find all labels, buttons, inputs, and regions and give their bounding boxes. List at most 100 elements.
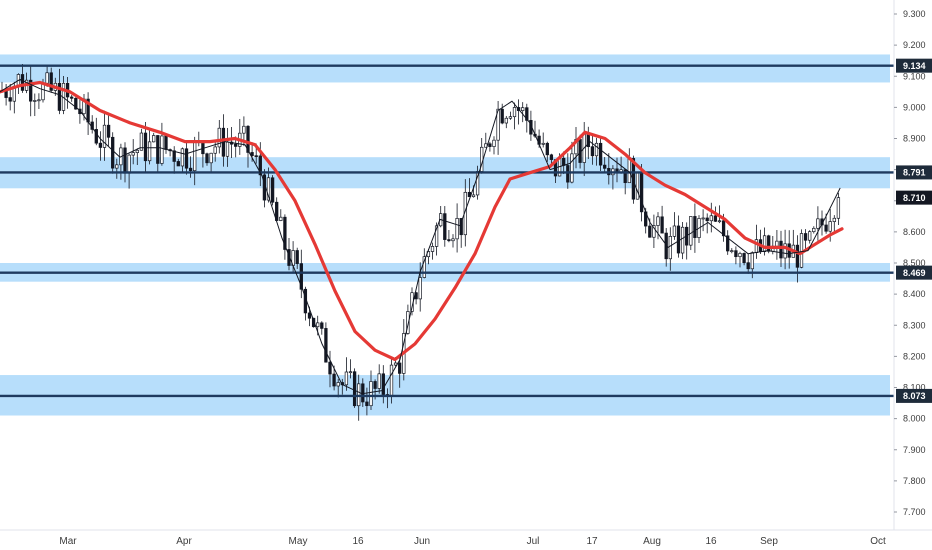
candle: [176, 158, 180, 167]
candle-body: [328, 361, 332, 375]
candle-body: [307, 312, 312, 319]
candle: [369, 370, 373, 410]
candle-body: [188, 167, 193, 172]
candle-body: [459, 218, 463, 236]
candle: [131, 139, 135, 165]
y-tick-label: 9.000: [903, 102, 926, 112]
candle: [332, 365, 336, 391]
candle-body: [750, 252, 754, 270]
zone-0: [0, 54, 890, 83]
candle-body: [29, 79, 33, 102]
candle: [767, 234, 771, 254]
candle-body: [311, 317, 316, 328]
candle: [430, 242, 435, 260]
candle-body: [676, 225, 681, 254]
candle: [160, 122, 164, 166]
candle: [352, 368, 357, 408]
candle: [570, 141, 574, 184]
candle-body: [37, 99, 41, 102]
x-tick-label: Aug: [643, 536, 661, 547]
candle: [656, 212, 660, 240]
candle-body: [471, 194, 476, 198]
candle-body: [352, 371, 357, 407]
candle: [94, 117, 98, 146]
candle-body: [139, 132, 144, 151]
candle-body: [123, 147, 127, 174]
candle: [328, 350, 332, 388]
candle-body: [488, 143, 492, 147]
candle-body: [131, 152, 135, 156]
candle-body: [680, 226, 685, 254]
candle: [49, 67, 53, 93]
candle-body: [193, 141, 197, 172]
candle-body: [279, 216, 283, 221]
candle-body: [836, 197, 841, 219]
candle-body: [779, 240, 783, 259]
price-tags: 9.134 8.791 8.469 8.073 8.710: [896, 58, 932, 403]
time-axis[interactable]: Mar Apr May 16 Jun Jul 17 Aug 16 Sep Oct: [0, 529, 932, 547]
candle: [115, 158, 119, 179]
candle-body: [521, 107, 525, 111]
candle-body: [20, 74, 25, 91]
price-tag: 8.710: [896, 190, 932, 205]
y-tick-label: 7.900: [903, 445, 926, 455]
candle-body: [668, 235, 672, 260]
candle: [812, 226, 816, 234]
candle: [598, 136, 603, 172]
x-tick-label: Mar: [59, 536, 77, 547]
candle-body: [389, 364, 394, 396]
price-tag-label: 8.791: [903, 168, 926, 178]
candle-body: [726, 235, 730, 252]
x-tick-label: 17: [586, 536, 598, 547]
candle-body: [717, 220, 722, 223]
candle-body: [803, 233, 808, 241]
candle: [443, 206, 447, 247]
candle: [545, 141, 549, 162]
candle-body: [422, 256, 426, 278]
candle: [180, 147, 185, 173]
candle-body: [455, 218, 459, 240]
horizontal-levels: [0, 64, 894, 398]
candle-body: [721, 220, 726, 237]
candle: [348, 359, 353, 379]
candle-body: [496, 108, 500, 141]
candle: [693, 203, 697, 253]
candle: [398, 357, 402, 388]
candle: [730, 248, 734, 254]
candle-body: [598, 142, 603, 166]
candle-body: [562, 157, 566, 166]
candle: [33, 93, 37, 117]
candle-body: [795, 244, 800, 268]
candle: [336, 378, 340, 398]
candle-body: [570, 153, 574, 183]
candle-body: [336, 382, 340, 387]
candle-body: [738, 253, 742, 258]
x-tick-label: Apr: [176, 536, 192, 547]
y-tick-label: 8.400: [903, 289, 926, 299]
candle: [521, 102, 525, 123]
candle-body: [106, 124, 111, 138]
candle: [37, 93, 41, 110]
candle-body: [418, 277, 422, 300]
candle: [320, 321, 324, 335]
moving-averages: [0, 78, 844, 395]
candle: [57, 68, 62, 115]
candle: [672, 212, 677, 240]
candle-body: [33, 100, 37, 102]
candle-body: [49, 72, 53, 91]
candle-body: [689, 216, 693, 246]
candle-body: [180, 148, 185, 167]
candle-body: [332, 373, 336, 387]
y-tick-label: 7.700: [903, 507, 926, 517]
y-tick-label: 8.600: [903, 227, 926, 237]
candle-body: [316, 322, 320, 328]
candle-body: [361, 383, 365, 403]
y-tick-label: 9.100: [903, 71, 926, 81]
y-tick-label: 8.900: [903, 134, 926, 144]
candle-body: [98, 142, 103, 148]
candle: [726, 230, 730, 255]
candle-body: [713, 215, 718, 222]
candle-body: [549, 154, 554, 160]
candle-body: [135, 149, 139, 153]
